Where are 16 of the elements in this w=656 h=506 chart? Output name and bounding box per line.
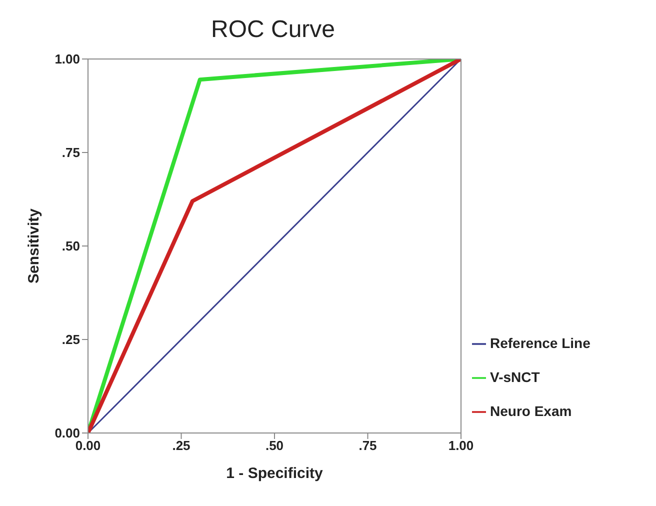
x-tick-label: .50 [265, 438, 284, 454]
x-tick-label: 1.00 [448, 438, 474, 454]
x-tick-label: .25 [172, 438, 190, 454]
y-tick-label: 0.00 [54, 426, 80, 441]
chart-title: ROC Curve [210, 16, 336, 44]
legend-label: Neuro Exam [490, 403, 572, 419]
legend-label: Reference Line [490, 335, 590, 351]
y-tick-label: .50 [62, 238, 80, 254]
x-tick-label: .75 [358, 438, 377, 454]
legend-label: V-sNCT [490, 369, 540, 385]
y-axis-title: Sensitivity [25, 208, 42, 284]
y-tick-label: 1.00 [54, 52, 80, 67]
x-axis-title: 1 - Specificity [226, 465, 324, 482]
y-tick-label: .25 [62, 332, 80, 348]
x-tick-label: 0.00 [75, 438, 101, 454]
y-tick-label: .75 [62, 145, 80, 160]
